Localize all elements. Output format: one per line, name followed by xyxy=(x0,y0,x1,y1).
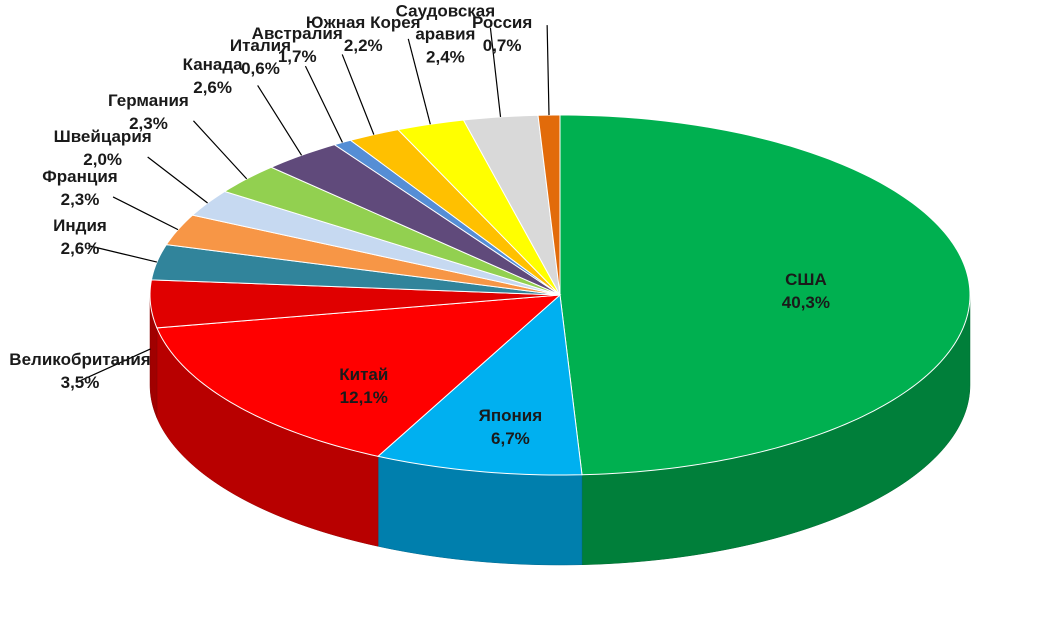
leader-line xyxy=(257,85,303,156)
data-label: Китай 12,1% xyxy=(289,364,439,410)
value-label: 1,7% xyxy=(277,47,317,67)
data-label: Саудовская аравия 2,4% xyxy=(370,1,520,70)
value-label: 40,3% xyxy=(781,293,830,313)
leader-line xyxy=(341,54,375,135)
data-label: Япония 6,7% xyxy=(435,405,585,451)
leader-line xyxy=(193,120,248,180)
leader-line xyxy=(147,156,208,204)
data-label: Германия 2,3% xyxy=(73,90,223,136)
data-label: США 40,3% xyxy=(731,269,881,315)
category-label: США xyxy=(785,270,827,290)
category-label: Великобритания xyxy=(9,350,151,370)
leader-line xyxy=(112,196,179,231)
value-label: 0,6% xyxy=(241,59,280,79)
value-label: 6,7% xyxy=(491,428,530,448)
value-label: 2,3% xyxy=(129,113,168,133)
category-label: Япония xyxy=(478,405,543,425)
data-label: Франция 2,3% xyxy=(5,166,155,212)
leader-line xyxy=(304,65,343,143)
category-label: Франция xyxy=(42,167,118,187)
leader-line xyxy=(546,25,550,116)
category-label: Индия xyxy=(53,215,107,235)
value-label: 2,3% xyxy=(60,189,100,209)
value-label: 12,1% xyxy=(339,388,388,408)
slice xyxy=(223,166,561,296)
category-label: Италия xyxy=(229,36,292,56)
leader-line xyxy=(88,245,158,263)
category-label: Россия xyxy=(471,13,533,33)
slice xyxy=(156,294,562,457)
category-label: Китай xyxy=(339,365,389,385)
slice xyxy=(349,129,561,296)
category-label: Германия xyxy=(108,90,189,110)
slice xyxy=(149,279,561,329)
data-label: Канада 2,6% xyxy=(138,54,288,100)
leader-line xyxy=(80,348,151,381)
category-label: Канада xyxy=(182,55,243,75)
value-label: 2,0% xyxy=(83,150,123,170)
slice xyxy=(559,114,971,476)
slice xyxy=(377,293,583,476)
slice xyxy=(165,214,561,296)
value-label: 3,5% xyxy=(60,373,100,393)
slice xyxy=(537,114,561,296)
data-label: Россия 0,7% xyxy=(427,12,577,58)
value-label: 2,6% xyxy=(193,78,232,98)
slice xyxy=(397,119,561,296)
value-label: 2,4% xyxy=(426,47,465,67)
leader-line xyxy=(489,27,502,117)
data-label: Италия 0,6% xyxy=(185,35,335,81)
value-label: 0,7% xyxy=(482,36,522,55)
category-label: Австралия xyxy=(251,24,343,44)
data-label: Швейцария 2,0% xyxy=(28,126,178,172)
category-label: Саудовская аравия xyxy=(395,1,496,44)
leader-line xyxy=(407,38,431,125)
category-label: Южная Корея xyxy=(305,13,421,33)
data-label: Южная Корея 2,2% xyxy=(288,12,438,58)
value-label: 2,2% xyxy=(343,36,383,55)
data-label: Индия 2,6% xyxy=(5,215,155,261)
data-label: Великобритания 3,5% xyxy=(5,350,155,396)
data-label: Австралия 1,7% xyxy=(222,23,372,69)
category-label: Швейцария xyxy=(53,127,152,147)
value-label: 2,6% xyxy=(60,238,100,258)
